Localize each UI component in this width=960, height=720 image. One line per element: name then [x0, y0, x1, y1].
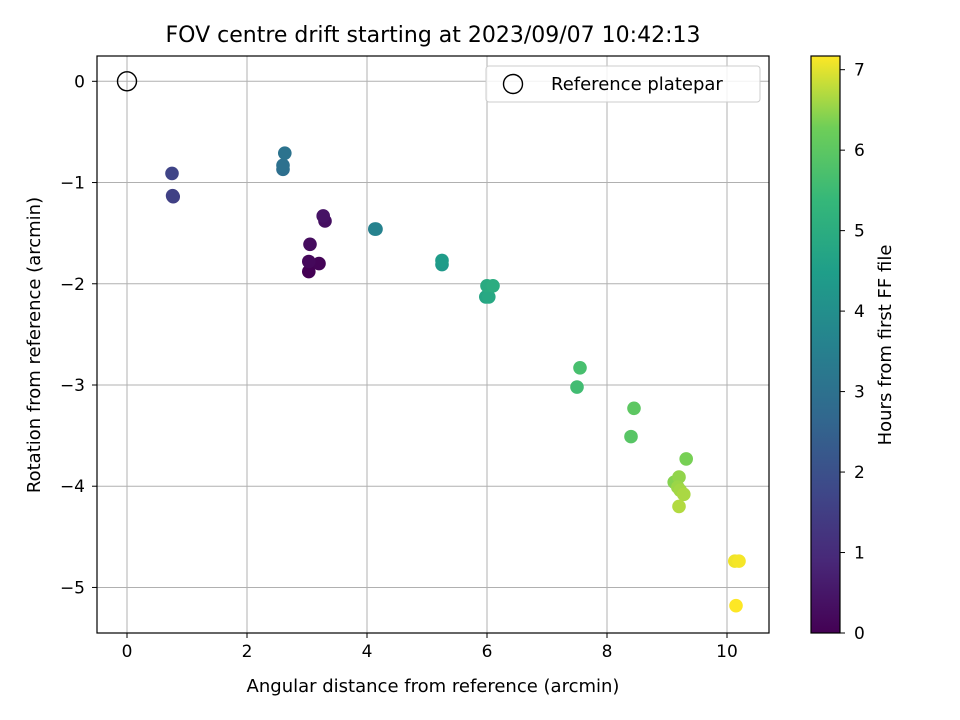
colorbar-label: Hours from first FF file: [875, 245, 896, 446]
x-tick-label: 2: [242, 642, 253, 662]
grid-lines: [97, 56, 769, 633]
data-point: [732, 554, 746, 568]
data-point: [570, 380, 584, 394]
plot-frame: [96, 55, 770, 634]
data-point: [316, 209, 331, 223]
x-axis-label: Angular distance from reference (arcmin): [247, 676, 620, 697]
data-point: [679, 452, 693, 466]
data-point: [677, 487, 691, 502]
x-tick-label: 0: [122, 642, 133, 662]
y-tick-label: −4: [60, 477, 85, 497]
data-point: [672, 499, 686, 514]
data-point: [278, 146, 292, 160]
colorbar-tick-label: 0: [854, 624, 865, 644]
colorbar-tick-label: 4: [854, 302, 865, 322]
legend: Reference platepar: [485, 65, 761, 103]
colorbar-tick-label: 2: [854, 463, 865, 483]
colorbar-tick-label: 6: [854, 141, 865, 161]
data-point: [729, 598, 743, 613]
data-point: [435, 253, 449, 268]
data-point: [165, 166, 179, 181]
x-tick-label: 6: [482, 642, 493, 662]
colorbar-ticks: 0 1 2 3 4 5 6 7: [840, 61, 865, 644]
y-tick-label: −2: [60, 275, 85, 295]
x-tick-label: 4: [362, 642, 373, 662]
data-point: [672, 470, 686, 484]
data-point: [624, 429, 638, 444]
y-tick-label: −5: [60, 578, 85, 598]
y-axis-label: Rotation from reference (arcmin): [24, 197, 45, 493]
data-point: [312, 256, 326, 271]
colorbar-tick-label: 3: [854, 383, 865, 403]
data-point: [302, 254, 316, 269]
data-point: [276, 158, 290, 173]
colorbar-tick-label: 7: [854, 61, 865, 81]
colorbar-tick-label: 1: [854, 544, 865, 564]
y-tick-label: −3: [60, 376, 85, 396]
colorbar-gradient: [811, 56, 840, 633]
data-point: [486, 278, 500, 293]
data-point: [303, 237, 317, 252]
data-point: [165, 188, 180, 203]
colorbar-frame: [810, 55, 841, 634]
y-tick-label: −1: [60, 174, 85, 194]
reference-platepar-marker: [116, 71, 138, 92]
legend-marker-reference: [502, 73, 524, 95]
x-tick-label: 8: [602, 642, 613, 662]
colorbar: 0 1 2 3 4 5 6 7 Hours from first FF file: [810, 55, 896, 644]
legend-box: [485, 65, 761, 103]
legend-label-reference: Reference platepar: [551, 74, 723, 95]
x-tick-label: 10: [716, 642, 738, 662]
y-tick-label: 0: [74, 72, 85, 92]
chart-title: FOV centre drift starting at 2023/09/07 …: [166, 23, 701, 48]
data-point: [302, 264, 316, 279]
axis-ticks: 0 2 4 6 8 10 0 −1 −2 −3 −4 −5: [60, 72, 738, 662]
data-points: [116, 71, 746, 613]
data-point: [369, 222, 383, 236]
colorbar-tick-label: 5: [854, 222, 865, 242]
data-point: [573, 360, 587, 375]
data-point: [482, 290, 496, 304]
data-point: [627, 401, 641, 416]
